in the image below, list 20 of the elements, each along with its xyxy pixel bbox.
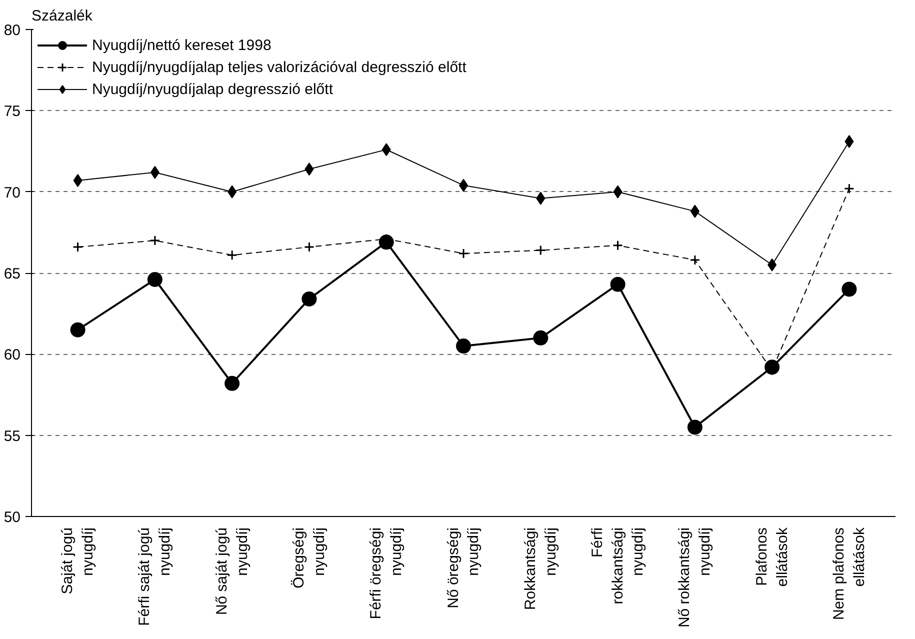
y-tick-label: 80 (4, 22, 21, 39)
x-tick-label: Rokkantsági nyugdíj (522, 527, 560, 610)
x-tick-label: Plafonos ellátások (753, 527, 791, 587)
y-tick-label: 75 (4, 103, 21, 120)
x-tick-label: Saját jogú nyugdíj (59, 527, 96, 594)
x-tick-label: Nő öregségi nyugdíj (444, 527, 482, 608)
y-tick-label: 60 (4, 346, 21, 364)
legend-label: Nyugdíj/nyugdíjalap degresszió előtt (92, 80, 333, 98)
x-tick-label: Nem plafonos ellátások (830, 527, 868, 620)
legend-label: Nyugdíj/nettó kereset 1998 (92, 36, 272, 54)
legend-label: Nyugdíj/nyugdíjalap teljes valorizációval degresszió előtt (92, 58, 466, 76)
y-tick-label: 70 (4, 184, 21, 202)
x-tick-label: Férfi öregségi nyugdíj (368, 527, 406, 620)
y-tick-label: 50 (4, 509, 21, 526)
y-axis-title: Százalék (32, 8, 93, 24)
y-tick-label: 65 (4, 266, 21, 282)
y-tick-label: 55 (4, 428, 21, 445)
x-tick-label: Nő saját jogú nyugdíj (213, 527, 251, 616)
x-tick-label: Öregségi nyugdíj (290, 527, 328, 588)
x-tick-label: Férfi saját jogú nyugdíj (136, 527, 174, 626)
